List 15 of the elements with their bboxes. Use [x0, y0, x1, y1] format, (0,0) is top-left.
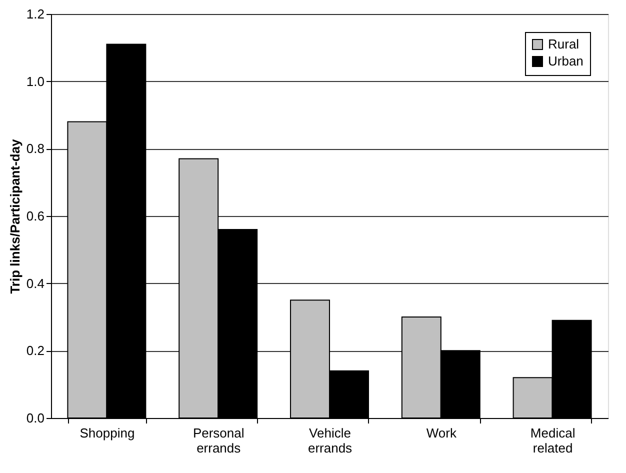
y-tick-label: 1.2: [26, 6, 44, 22]
x-tick-label: Medical related: [530, 426, 576, 456]
y-tick-label: 0.4: [26, 276, 44, 291]
y-tick-label: 1.0: [26, 74, 44, 89]
legend-label: Urban: [548, 54, 584, 68]
x-tick-label: Vehicle errands: [308, 426, 353, 456]
y-axis-title: Trip links/Participant-day: [7, 138, 22, 294]
legend-label: Rural: [548, 36, 580, 52]
y-tick-label: 0.2: [26, 343, 44, 358]
y-tick-label: 0.0: [26, 410, 44, 426]
y-tick-label: 0.8: [26, 141, 44, 156]
x-tick-label: Work: [426, 426, 457, 440]
y-tick-label: 0.6: [26, 208, 44, 224]
x-tick-label: Shopping: [80, 426, 135, 440]
x-tick-label: Personal errands: [192, 426, 244, 456]
